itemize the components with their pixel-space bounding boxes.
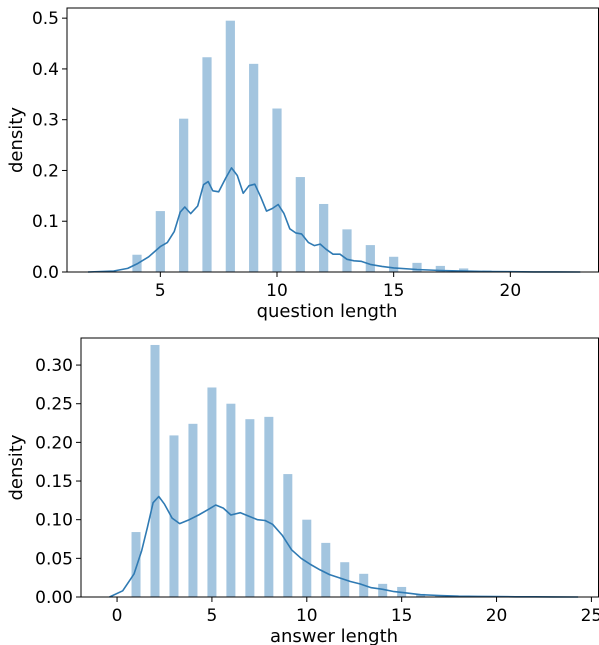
x-tick-label: 5 [155, 281, 166, 301]
histogram-bars [131, 344, 445, 597]
y-tick-label: 0.2 [32, 161, 59, 181]
histogram-bar [179, 118, 189, 272]
histogram-bar [225, 20, 235, 273]
x-tick-label: 10 [296, 606, 318, 626]
x-tick-label: 5 [207, 606, 218, 626]
y-tick-label: 0.15 [35, 472, 73, 492]
y-tick-label: 0.25 [35, 395, 73, 415]
histogram-bar [283, 474, 293, 597]
x-axis-label: answer length [270, 626, 398, 645]
histogram-bars [132, 20, 492, 273]
y-tick-label: 0.0 [32, 263, 59, 283]
x-tick-label: 0 [112, 606, 123, 626]
histogram-bar [131, 532, 141, 597]
histogram-bar [272, 108, 282, 273]
y-axis-label: density [6, 434, 27, 500]
x-tick-label: 10 [266, 281, 288, 301]
plot-frame [66, 7, 599, 273]
histogram-bar [207, 387, 217, 597]
y-tick-label: 0.5 [32, 9, 59, 29]
y-tick-label: 0.3 [32, 111, 59, 131]
y-tick-label: 0.00 [35, 588, 73, 608]
x-tick-label: 15 [391, 606, 413, 626]
histogram-bar [155, 211, 165, 272]
histogram-bar [188, 423, 198, 597]
histogram-bar [202, 57, 212, 272]
histogram-bar [169, 435, 179, 597]
histogram-bar [435, 265, 445, 272]
histogram-bar [389, 256, 399, 272]
x-tick-label: 15 [383, 281, 405, 301]
y-tick-label: 0.1 [32, 212, 59, 232]
histogram-bar [365, 245, 375, 272]
histogram-bar [342, 229, 352, 272]
chart-top: 5 10 15 20 0.0 0.1 0.2 0.3 0.4 0.5 question length… [6, 7, 599, 322]
y-tick-label: 0.20 [35, 433, 73, 453]
kde-line [109, 495, 579, 598]
y-tick-label: 0.10 [35, 511, 73, 531]
y-tick-label: 0.30 [35, 356, 73, 376]
histogram-bar [226, 403, 236, 597]
histogram-bar [295, 177, 305, 272]
chart-bottom: 0 5 10 15 20 25 0.00 0.05 0.10 0.15 0.20 0.25 0.30 an… [6, 337, 599, 645]
x-axis-label: question length [257, 301, 398, 322]
x-tick-label: 20 [486, 606, 508, 626]
histogram-bar [150, 344, 160, 597]
histogram-bar [264, 416, 274, 597]
histogram-bar [412, 262, 422, 272]
y-tick-label: 0.4 [32, 60, 59, 80]
x-tick-label: 20 [500, 281, 522, 301]
histogram-bar [245, 419, 255, 597]
kde-line [87, 167, 581, 273]
histogram-bar [319, 203, 329, 272]
histogram-bar [249, 63, 259, 272]
y-axis-label: density [6, 107, 27, 173]
histogram-bar [321, 542, 331, 597]
y-tick-label: 0.05 [35, 549, 73, 569]
x-tick-label: 25 [581, 606, 599, 626]
histogram-bar [302, 519, 312, 597]
histogram-bar [378, 583, 388, 597]
